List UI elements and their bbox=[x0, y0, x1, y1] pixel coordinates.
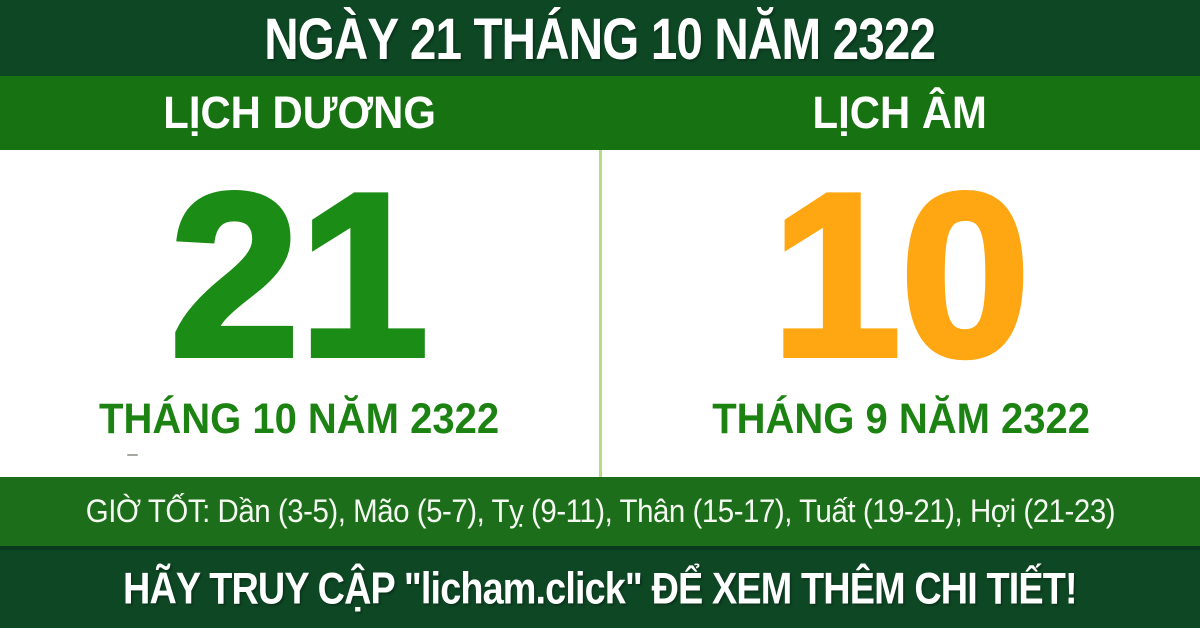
good-hours-text: GIỜ TỐT: Dần (3-5), Mão (5-7), Tỵ (9-11)… bbox=[85, 493, 1115, 529]
calendar-panels: 21 THÁNG 10 NĂM 2322 10 THÁNG 9 NĂM 2322 bbox=[0, 150, 1200, 477]
lunar-label-cell: LỊCH ÂM bbox=[600, 76, 1200, 150]
solar-calendar-label: LỊCH DƯƠNG bbox=[163, 87, 437, 138]
solar-panel: 21 THÁNG 10 NĂM 2322 bbox=[0, 150, 599, 477]
footer-banner: HÃY TRUY CẬP "licham.click" ĐỂ XEM THÊM … bbox=[0, 546, 1200, 628]
lunar-month-year-text: THÁNG 9 NĂM 2322 bbox=[711, 395, 1090, 443]
lunar-calendar-label: LỊCH ÂM bbox=[812, 87, 988, 138]
solar-label-cell: LỊCH DƯƠNG bbox=[0, 76, 600, 150]
solar-month-year: THÁNG 10 NĂM 2322 bbox=[0, 395, 599, 477]
solar-month-year-text: THÁNG 10 NĂM 2322 bbox=[99, 395, 500, 443]
smudge-artifact bbox=[127, 454, 138, 456]
lunar-month-year: THÁNG 9 NĂM 2322 bbox=[602, 395, 1200, 477]
footer-cta-text: HÃY TRUY CẬP "licham.click" ĐỂ XEM THÊM … bbox=[123, 563, 1078, 614]
panel-divider bbox=[598, 150, 602, 477]
solar-day-number: 21 bbox=[167, 145, 431, 405]
date-header: NGÀY 21 THÁNG 10 NĂM 2322 bbox=[0, 0, 1200, 76]
lunar-day-number: 10 bbox=[769, 145, 1033, 405]
date-header-title: NGÀY 21 THÁNG 10 NĂM 2322 bbox=[264, 5, 937, 71]
lunar-panel: 10 THÁNG 9 NĂM 2322 bbox=[602, 150, 1200, 477]
good-hours-band: GIỜ TỐT: Dần (3-5), Mão (5-7), Tỵ (9-11)… bbox=[0, 477, 1200, 546]
calendar-type-band: LỊCH DƯƠNG LỊCH ÂM bbox=[0, 76, 1200, 150]
